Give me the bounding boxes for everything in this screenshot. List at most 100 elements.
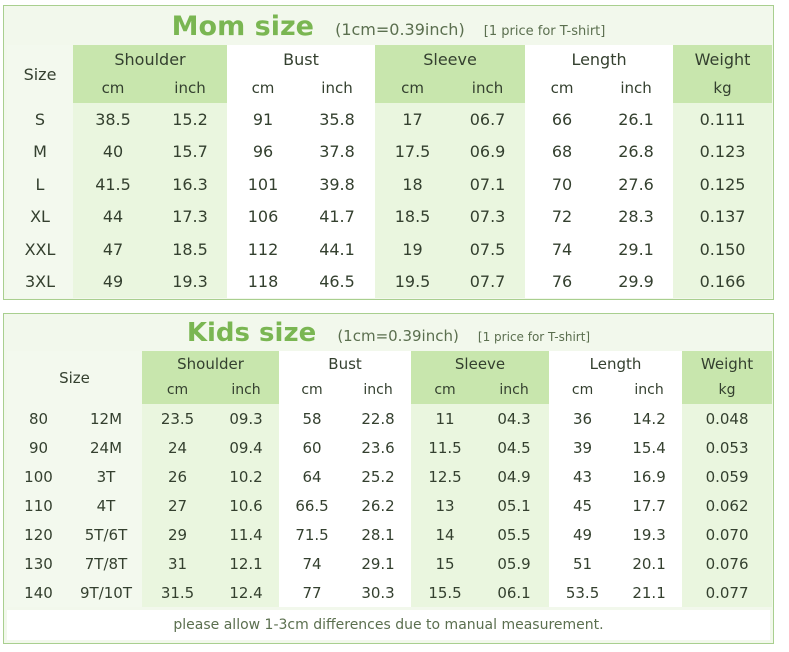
- table-cell: 91: [227, 103, 299, 136]
- mom-unit-cell: inch: [299, 73, 376, 103]
- table-cell: 41.5: [73, 168, 153, 201]
- table-cell: 45: [549, 491, 617, 520]
- mom-unit-cell: cm: [73, 73, 153, 103]
- table-cell: 27: [142, 491, 214, 520]
- table-row: 80 12M 23.5 09.3 58 22.8 11 04.3 36 14.2…: [7, 404, 773, 433]
- mom-price-note: [1 price for T-shirt]: [483, 24, 606, 39]
- table-row: 120 5T/6T 29 11.4 71.5 28.1 14 05.5 49 1…: [7, 520, 773, 549]
- mom-size-cell: S: [7, 103, 73, 136]
- kids-unit-cell: cm: [549, 376, 617, 404]
- table-cell: 31: [142, 549, 214, 578]
- mom-shoulder-header: Shoulder: [73, 45, 227, 73]
- kids-age-cell: 7T/8T: [70, 549, 143, 578]
- table-cell: 18.5: [375, 200, 451, 233]
- table-cell: 66.5: [279, 491, 346, 520]
- mom-unit-cell: cm: [227, 73, 299, 103]
- table-cell: 0.111: [673, 103, 773, 136]
- kids-height-cell: 120: [7, 520, 70, 549]
- table-cell: 43: [549, 462, 617, 491]
- table-cell: 0.053: [682, 433, 773, 462]
- table-cell: 0.059: [682, 462, 773, 491]
- kids-height-cell: 100: [7, 462, 70, 491]
- table-cell: 41.7: [299, 200, 376, 233]
- mom-size-cell: 3XL: [7, 265, 73, 298]
- table-cell: 14.2: [616, 404, 683, 433]
- table-cell: 04.5: [479, 433, 550, 462]
- mom-unit-cell: kg: [673, 73, 773, 103]
- table-cell: 106: [227, 200, 299, 233]
- kids-unit-cell: cm: [411, 376, 480, 404]
- table-cell: 25.2: [345, 462, 412, 491]
- table-cell: 28.1: [345, 520, 412, 549]
- table-cell: 112: [227, 233, 299, 266]
- table-cell: 17.5: [375, 135, 451, 168]
- table-cell: 58: [279, 404, 346, 433]
- table-cell: 74: [525, 233, 600, 266]
- table-cell: 15.7: [153, 135, 227, 168]
- kids-age-cell: 12M: [70, 404, 143, 433]
- mom-conversion-note: (1cm=0.39inch): [335, 20, 465, 39]
- kids-unit-cell: cm: [279, 376, 346, 404]
- table-cell: 04.3: [479, 404, 550, 433]
- table-row: XL 44 17.3 106 41.7 18.5 07.3 72 28.3 0.…: [7, 200, 773, 233]
- kids-height-cell: 140: [7, 578, 70, 607]
- kids-size-panel: Kids size (1cm=0.39inch) [1 price for T-…: [3, 313, 774, 644]
- mom-unit-cell: cm: [525, 73, 600, 103]
- mom-size-title-bar: Mom size (1cm=0.39inch) [1 price for T-s…: [4, 9, 773, 45]
- mom-size-title: Mom size: [171, 11, 314, 42]
- table-cell: 06.7: [450, 103, 526, 136]
- table-cell: 05.1: [479, 491, 550, 520]
- mom-unit-cell: cm: [375, 73, 451, 103]
- table-cell: 39.8: [299, 168, 376, 201]
- table-cell: 101: [227, 168, 299, 201]
- table-cell: 0.125: [673, 168, 773, 201]
- table-cell: 70: [525, 168, 600, 201]
- mom-size-cell: XL: [7, 200, 73, 233]
- table-cell: 14: [411, 520, 480, 549]
- table-cell: 13: [411, 491, 480, 520]
- table-row: 90 24M 24 09.4 60 23.6 11.5 04.5 39 15.4…: [7, 433, 773, 462]
- table-cell: 15: [411, 549, 480, 578]
- table-cell: 68: [525, 135, 600, 168]
- table-cell: 17: [375, 103, 451, 136]
- kids-conversion-note: (1cm=0.39inch): [337, 327, 459, 345]
- table-cell: 71.5: [279, 520, 346, 549]
- table-cell: 05.5: [479, 520, 550, 549]
- table-cell: 10.6: [213, 491, 280, 520]
- table-cell: 30.3: [345, 578, 412, 607]
- table-cell: 16.9: [616, 462, 683, 491]
- table-row: XXL 47 18.5 112 44.1 19 07.5 74 29.1 0.1…: [7, 233, 773, 266]
- kids-sleeve-header: Sleeve: [411, 351, 550, 376]
- table-cell: 0.048: [682, 404, 773, 433]
- kids-height-cell: 80: [7, 404, 70, 433]
- table-cell: 64: [279, 462, 346, 491]
- table-cell: 26.2: [345, 491, 412, 520]
- kids-table-body: 80 12M 23.5 09.3 58 22.8 11 04.3 36 14.2…: [7, 404, 773, 607]
- table-cell: 26.8: [599, 135, 674, 168]
- table-cell: 0.062: [682, 491, 773, 520]
- kids-unit-cell: inch: [616, 376, 683, 404]
- table-cell: 19.3: [616, 520, 683, 549]
- kids-age-cell: 5T/6T: [70, 520, 143, 549]
- kids-height-cell: 130: [7, 549, 70, 578]
- kids-unit-cell: kg: [682, 376, 773, 404]
- mom-unit-cell: inch: [599, 73, 674, 103]
- table-cell: 37.8: [299, 135, 376, 168]
- mom-size-cell: XXL: [7, 233, 73, 266]
- table-cell: 19: [375, 233, 451, 266]
- table-cell: 77: [279, 578, 346, 607]
- table-cell: 12.5: [411, 462, 480, 491]
- table-cell: 96: [227, 135, 299, 168]
- table-cell: 15.2: [153, 103, 227, 136]
- table-cell: 26.1: [599, 103, 674, 136]
- table-row: 130 7T/8T 31 12.1 74 29.1 15 05.9 51 20.…: [7, 549, 773, 578]
- table-cell: 39: [549, 433, 617, 462]
- table-cell: 18: [375, 168, 451, 201]
- mom-unit-cell: inch: [450, 73, 526, 103]
- kids-unit-cell: cm: [142, 376, 214, 404]
- table-cell: 0.076: [682, 549, 773, 578]
- table-cell: 0.137: [673, 200, 773, 233]
- table-row: 100 3T 26 10.2 64 25.2 12.5 04.9 43 16.9…: [7, 462, 773, 491]
- table-cell: 0.150: [673, 233, 773, 266]
- table-cell: 60: [279, 433, 346, 462]
